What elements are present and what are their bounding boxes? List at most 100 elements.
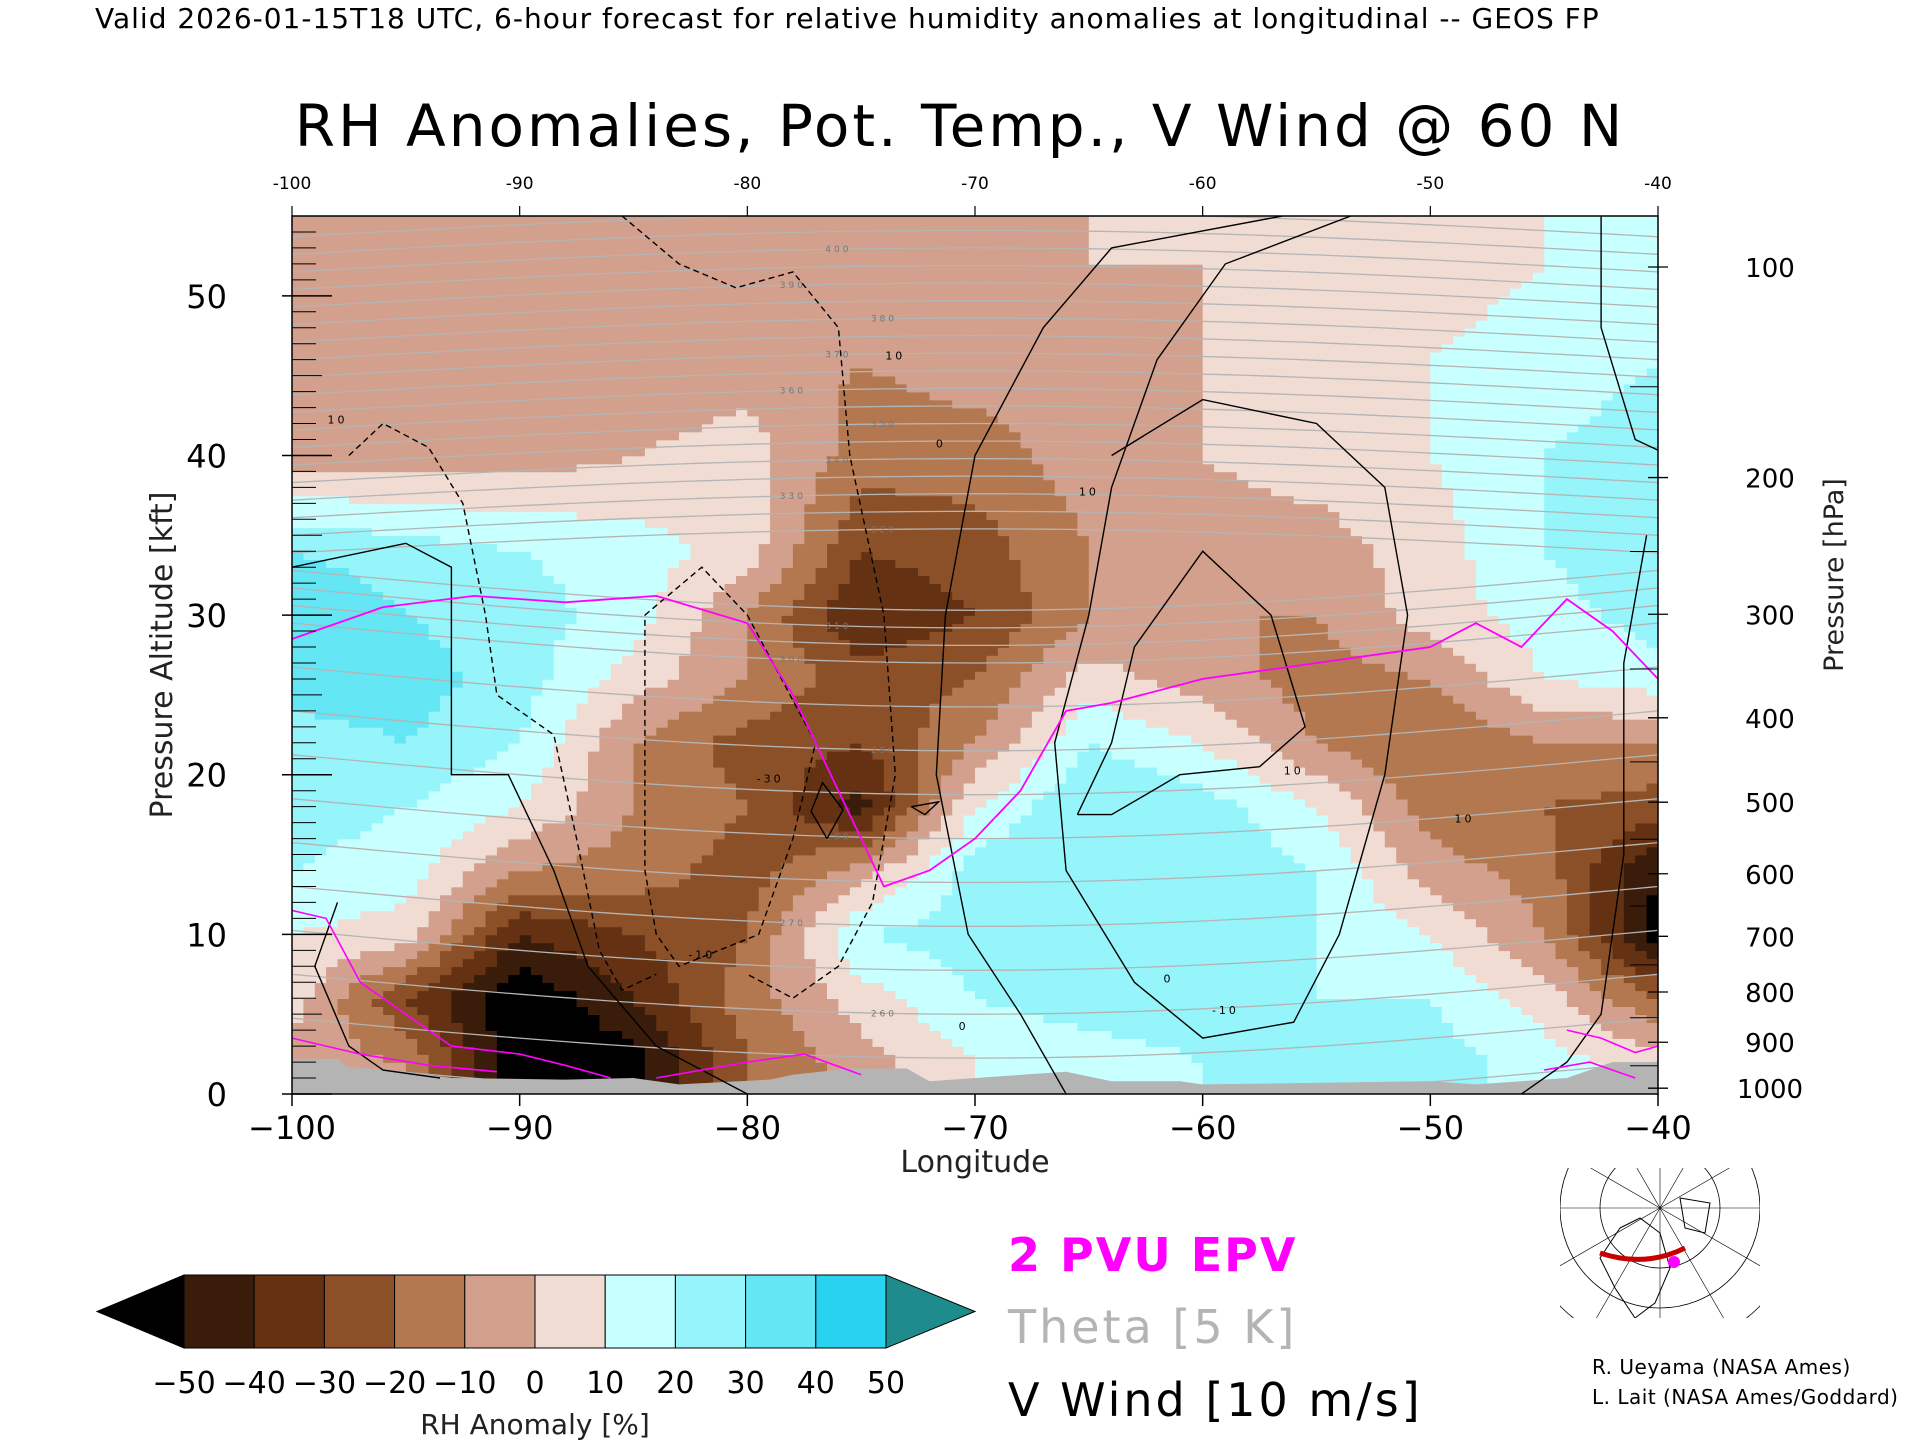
heat-cell	[1578, 966, 1591, 976]
heat-cell	[770, 894, 783, 904]
heat-cell	[1054, 910, 1067, 920]
heat-cell	[804, 1030, 817, 1039]
heat-cell	[417, 862, 430, 872]
heat-cell	[1544, 838, 1557, 848]
heat-cell	[1316, 862, 1329, 872]
heat-cell	[1419, 894, 1432, 904]
heat-cell	[1362, 878, 1375, 888]
heat-cell	[1305, 830, 1318, 840]
heat-cell	[849, 830, 862, 840]
heat-cell	[895, 934, 908, 944]
heat-cell	[1054, 1046, 1067, 1055]
heat-cell	[827, 758, 840, 768]
heat-cell	[1521, 862, 1534, 872]
heat-cell	[918, 910, 931, 920]
heat-cell	[531, 894, 544, 904]
heat-cell	[975, 974, 988, 984]
heat-cell	[656, 774, 669, 784]
heat-cell	[963, 758, 976, 768]
heat-cell	[1191, 1070, 1204, 1079]
heat-cell	[462, 830, 475, 840]
heat-cell	[1566, 966, 1580, 976]
heat-cell	[1566, 870, 1580, 880]
heat-cell	[1487, 886, 1500, 896]
heat-cell	[883, 806, 897, 816]
heat-cell	[872, 790, 885, 800]
heat-cell	[462, 894, 475, 904]
heat-cell	[1521, 854, 1534, 864]
heat-cell	[1430, 974, 1443, 984]
heat-cell	[1248, 774, 1261, 784]
heat-cell	[462, 798, 475, 808]
heat-cell	[519, 862, 532, 872]
heat-cell	[462, 934, 475, 944]
heat-cell	[792, 790, 806, 800]
heat-cell	[1646, 902, 1658, 912]
heat-cell	[1407, 1022, 1420, 1031]
heat-cell	[1202, 1054, 1215, 1063]
heat-cell	[1054, 974, 1067, 984]
heat-cell	[1510, 774, 1523, 784]
heat-cell	[383, 966, 396, 976]
heat-cell	[1009, 1014, 1022, 1023]
heat-cell	[997, 766, 1010, 776]
heat-cell	[1145, 1038, 1158, 1047]
heat-cell	[1316, 958, 1329, 968]
heat-cell	[576, 1062, 589, 1071]
heat-cell	[1031, 878, 1045, 888]
heat-cell	[1157, 1046, 1170, 1055]
heat-cell	[588, 1070, 601, 1079]
heat-cell	[1043, 990, 1056, 999]
heat-cell	[713, 894, 726, 904]
heat-cell	[906, 870, 919, 880]
heat-cell	[1544, 902, 1557, 912]
heat-cell	[713, 766, 726, 776]
heat-cell	[383, 1038, 396, 1047]
heat-cell	[1544, 870, 1557, 880]
heat-cell	[1555, 766, 1568, 776]
heat-cell	[849, 998, 862, 1007]
heat-cell	[861, 766, 874, 776]
heat-cell	[508, 838, 521, 848]
heat-cell	[1259, 974, 1272, 984]
heat-cell	[1123, 870, 1136, 880]
heat-cell	[440, 798, 453, 808]
heat-cell	[656, 974, 669, 984]
heat-cell	[792, 870, 806, 880]
heat-cell	[838, 1054, 851, 1063]
heat-cell	[1635, 1006, 1648, 1015]
heat-cell	[1316, 1046, 1329, 1055]
heat-cell	[1111, 846, 1124, 856]
heat-cell	[314, 934, 327, 944]
heat-cell	[1088, 1062, 1101, 1071]
heat-cell	[736, 910, 749, 920]
heat-cell	[1396, 1054, 1409, 1063]
heat-cell	[394, 1062, 407, 1071]
heat-cell	[1555, 870, 1568, 880]
heat-cell	[542, 838, 555, 848]
heat-cell	[519, 950, 532, 960]
heat-cell	[360, 846, 373, 856]
heat-cell	[644, 918, 658, 928]
heat-cell	[1123, 1014, 1136, 1023]
heat-cell	[1623, 838, 1636, 848]
heat-cell	[940, 1030, 954, 1039]
heat-cell	[1589, 886, 1602, 896]
heat-cell	[1578, 822, 1591, 832]
heat-cell	[963, 830, 976, 840]
heat-cell	[1168, 998, 1181, 1007]
heat-cell	[542, 1014, 555, 1023]
heat-cell	[1168, 958, 1181, 968]
heat-cell	[804, 974, 817, 984]
heat-cell	[1157, 782, 1170, 792]
heat-cell	[1054, 766, 1067, 776]
heat-cell	[1623, 1014, 1636, 1023]
heat-cell	[588, 1022, 601, 1031]
heat-cell	[360, 918, 373, 928]
heat-cell	[383, 982, 396, 992]
heat-cell	[1646, 806, 1658, 816]
heat-cell	[1009, 846, 1022, 856]
heat-cell	[1635, 782, 1648, 792]
heat-cell	[952, 926, 965, 936]
heat-cell	[1179, 934, 1193, 944]
